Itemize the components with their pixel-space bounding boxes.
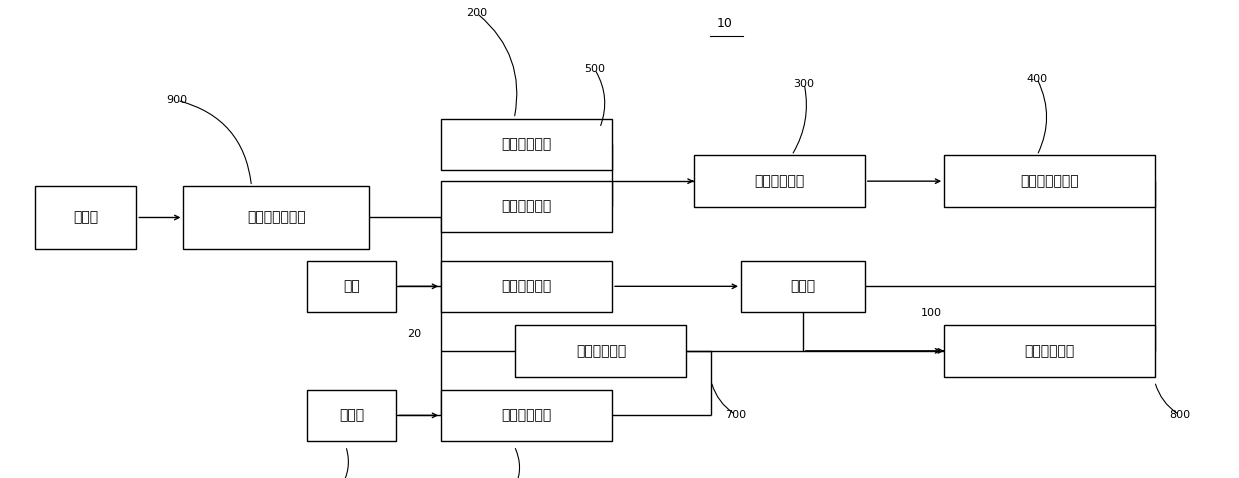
Text: 驱动调节电路: 驱动调节电路 xyxy=(755,174,804,188)
Bar xyxy=(694,155,865,207)
Text: 油泵控制电路: 油泵控制电路 xyxy=(502,279,551,293)
Bar xyxy=(441,390,612,441)
Text: 100: 100 xyxy=(922,308,942,318)
Text: 10: 10 xyxy=(717,17,732,31)
Bar xyxy=(944,325,1155,377)
Bar xyxy=(35,186,136,249)
Bar xyxy=(183,186,369,249)
Bar xyxy=(741,261,865,312)
Bar xyxy=(307,261,396,312)
Text: 光耦合检测电路: 光耦合检测电路 xyxy=(1020,174,1079,188)
Bar xyxy=(441,181,612,232)
Text: 紫外灯板电路: 紫外灯板电路 xyxy=(502,199,551,214)
Text: 400: 400 xyxy=(1026,74,1048,84)
Text: 油泵: 油泵 xyxy=(343,279,361,293)
Text: 900: 900 xyxy=(166,96,188,105)
Text: 800: 800 xyxy=(1168,410,1191,420)
Text: 500: 500 xyxy=(585,65,605,74)
Text: 300: 300 xyxy=(794,79,814,88)
Bar xyxy=(441,261,612,312)
Text: 处理器: 处理器 xyxy=(790,279,815,293)
Text: 紫外灯板电路: 紫外灯板电路 xyxy=(502,137,551,152)
Text: 700: 700 xyxy=(725,410,747,420)
Text: 流量计: 流量计 xyxy=(339,408,364,423)
Text: 200: 200 xyxy=(466,9,488,18)
Bar xyxy=(307,390,396,441)
Text: 温度检测电路: 温度检测电路 xyxy=(576,344,626,358)
Text: 20: 20 xyxy=(406,329,421,339)
Text: 同步降压转换器: 同步降压转换器 xyxy=(247,210,306,225)
Text: 外电源: 外电源 xyxy=(73,210,98,225)
Bar xyxy=(441,119,612,170)
Text: 流量控制电路: 流量控制电路 xyxy=(502,408,551,423)
Bar xyxy=(944,155,1155,207)
Bar xyxy=(515,325,686,377)
Text: 温度报警电路: 温度报警电路 xyxy=(1025,344,1074,358)
